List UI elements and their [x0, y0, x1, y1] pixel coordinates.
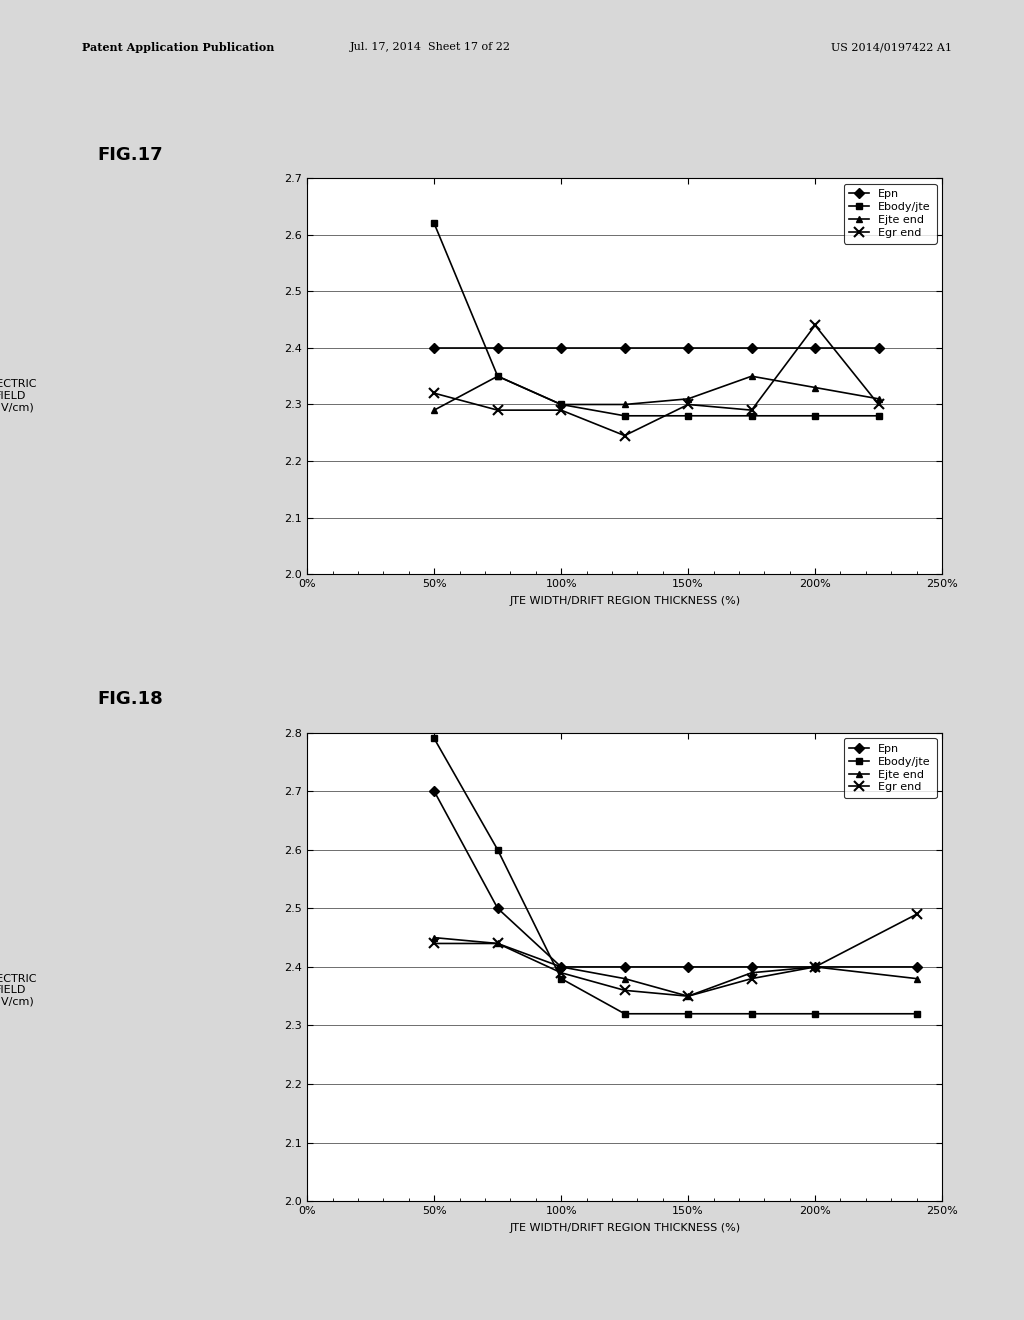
Ejte end — [872, 391, 885, 407]
Ebody/jte — [872, 408, 885, 424]
Ejte end — [618, 396, 631, 412]
Text: ELECTRIC
FIELD
(MV/cm): ELECTRIC FIELD (MV/cm) — [0, 379, 37, 413]
Epn — [555, 960, 567, 975]
Ejte end — [682, 989, 694, 1005]
Ejte end — [492, 368, 504, 384]
Ebody/jte — [555, 970, 567, 986]
Epn — [428, 341, 440, 356]
Line: Ebody/jte: Ebody/jte — [431, 220, 882, 420]
Line: Epn: Epn — [431, 788, 921, 970]
Egr end — [492, 403, 504, 418]
Ebody/jte — [555, 396, 567, 412]
Epn — [428, 783, 440, 799]
Ebody/jte — [618, 408, 631, 424]
Text: Jul. 17, 2014  Sheet 17 of 22: Jul. 17, 2014 Sheet 17 of 22 — [349, 42, 511, 53]
Line: Ejte end: Ejte end — [431, 372, 882, 413]
Epn — [492, 900, 504, 916]
Ebody/jte — [492, 842, 504, 858]
Egr end — [910, 907, 923, 923]
Ebody/jte — [682, 1006, 694, 1022]
Ebody/jte — [809, 1006, 821, 1022]
X-axis label: JTE WIDTH/DRIFT REGION THICKNESS (%): JTE WIDTH/DRIFT REGION THICKNESS (%) — [509, 597, 740, 606]
Ebody/jte — [809, 408, 821, 424]
Egr end — [872, 396, 885, 412]
Line: Egr end: Egr end — [429, 321, 884, 441]
Ebody/jte — [618, 1006, 631, 1022]
Text: ELECTRIC
FIELD
(MV/cm): ELECTRIC FIELD (MV/cm) — [0, 974, 37, 1007]
Ejte end — [555, 396, 567, 412]
Line: Ebody/jte: Ebody/jte — [431, 735, 921, 1018]
Epn — [492, 341, 504, 356]
Ejte end — [492, 936, 504, 952]
Ebody/jte — [682, 408, 694, 424]
Legend: Epn, Ebody/jte, Ejte end, Egr end: Epn, Ebody/jte, Ejte end, Egr end — [844, 738, 937, 799]
Ejte end — [428, 929, 440, 945]
Epn — [745, 341, 758, 356]
Ebody/jte — [428, 215, 440, 231]
Epn — [910, 960, 923, 975]
Egr end — [745, 403, 758, 418]
Ejte end — [682, 391, 694, 407]
Ejte end — [618, 970, 631, 986]
Text: FIG.18: FIG.18 — [97, 689, 163, 708]
Egr end — [682, 396, 694, 412]
Ejte end — [809, 380, 821, 396]
Egr end — [745, 970, 758, 986]
Line: Ejte end: Ejte end — [431, 935, 921, 999]
Epn — [745, 960, 758, 975]
Egr end — [555, 403, 567, 418]
Ebody/jte — [745, 1006, 758, 1022]
Ejte end — [910, 970, 923, 986]
Epn — [809, 960, 821, 975]
Egr end — [555, 965, 567, 981]
Epn — [618, 960, 631, 975]
Text: Patent Application Publication: Patent Application Publication — [82, 42, 274, 53]
X-axis label: JTE WIDTH/DRIFT REGION THICKNESS (%): JTE WIDTH/DRIFT REGION THICKNESS (%) — [509, 1224, 740, 1233]
Epn — [872, 341, 885, 356]
Ebody/jte — [745, 408, 758, 424]
Text: FIG.17: FIG.17 — [97, 145, 163, 164]
Egr end — [428, 936, 440, 952]
Text: US 2014/0197422 A1: US 2014/0197422 A1 — [831, 42, 952, 53]
Epn — [809, 341, 821, 356]
Ejte end — [745, 368, 758, 384]
Legend: Epn, Ebody/jte, Ejte end, Egr end: Epn, Ebody/jte, Ejte end, Egr end — [844, 183, 937, 244]
Epn — [618, 341, 631, 356]
Line: Epn: Epn — [431, 345, 882, 351]
Egr end — [618, 428, 631, 444]
Ebody/jte — [428, 730, 440, 746]
Ejte end — [555, 960, 567, 975]
Egr end — [809, 317, 821, 333]
Ejte end — [428, 403, 440, 418]
Ejte end — [809, 960, 821, 975]
Ejte end — [745, 965, 758, 981]
Egr end — [428, 385, 440, 401]
Ebody/jte — [492, 368, 504, 384]
Epn — [682, 960, 694, 975]
Ebody/jte — [910, 1006, 923, 1022]
Egr end — [682, 989, 694, 1005]
Line: Egr end: Egr end — [429, 909, 922, 1001]
Egr end — [809, 960, 821, 975]
Egr end — [492, 936, 504, 952]
Epn — [682, 341, 694, 356]
Epn — [555, 341, 567, 356]
Egr end — [618, 982, 631, 998]
